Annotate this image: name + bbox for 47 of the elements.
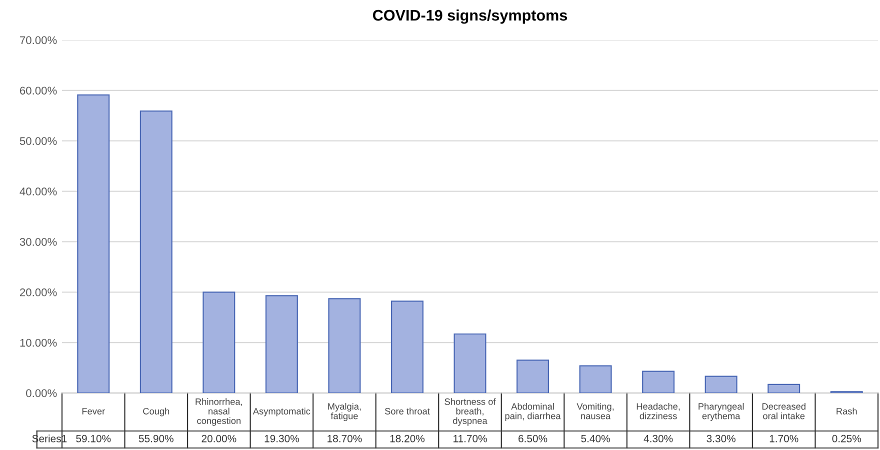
y-tick-label: 60.00% bbox=[20, 86, 57, 95]
x-tick-label: Fever bbox=[82, 408, 105, 414]
y-tick-label: 50.00% bbox=[20, 137, 57, 145]
data-label: 1.70% bbox=[770, 434, 798, 442]
y-tick-label: 0.00% bbox=[26, 389, 57, 398]
x-tick-label: Rhinorrhea, nasal congestion bbox=[196, 398, 242, 426]
data-label: 4.30% bbox=[644, 434, 673, 442]
x-tick-label: Headache, dizziness bbox=[636, 402, 680, 420]
y-tick-label: 40.00% bbox=[20, 188, 57, 196]
x-tick-label: Rash bbox=[836, 408, 857, 414]
x-tick-label: Decreased oral intake bbox=[762, 402, 806, 420]
data-label: 3.30% bbox=[706, 434, 736, 442]
bar bbox=[202, 292, 236, 393]
bar bbox=[140, 110, 172, 393]
data-label: 20.00% bbox=[202, 434, 236, 442]
y-tick-label: 70.00% bbox=[20, 36, 57, 44]
bar bbox=[265, 295, 298, 393]
data-label: 19.30% bbox=[264, 434, 299, 442]
y-tick-label: 20.00% bbox=[20, 288, 57, 296]
y-tick-label: 10.00% bbox=[20, 338, 57, 347]
data-label: 18.20% bbox=[390, 434, 425, 442]
data-label: 11.70% bbox=[454, 434, 487, 442]
bar bbox=[390, 300, 424, 393]
x-tick-label: Pharyngeal erythema bbox=[698, 402, 744, 422]
x-tick-label: Cough bbox=[143, 408, 170, 416]
bar bbox=[77, 94, 110, 393]
data-label: 59.10% bbox=[76, 434, 111, 442]
bar bbox=[579, 365, 612, 393]
y-tick-label: 30.00% bbox=[20, 238, 57, 246]
data-label: 0.25% bbox=[832, 434, 862, 442]
x-tick-label: Asymptomatic bbox=[252, 408, 310, 416]
x-tick-label: Abdominal pain, diarrhea bbox=[505, 402, 561, 422]
x-tick-label: Myalgia, fatigue bbox=[328, 402, 361, 422]
x-tick-label: Shortness of breath, dyspnea bbox=[444, 398, 496, 426]
bar bbox=[642, 370, 675, 393]
bar bbox=[454, 333, 486, 393]
data-label: 18.70% bbox=[328, 434, 362, 442]
data-label: 6.50% bbox=[518, 434, 548, 442]
bar bbox=[516, 360, 550, 393]
bar bbox=[768, 384, 800, 393]
x-tick-label: Vomiting, nausea bbox=[576, 402, 614, 420]
data-label: 55.90% bbox=[138, 434, 174, 442]
bar bbox=[328, 298, 361, 393]
chart-title: COVID-19 signs/symptoms bbox=[373, 9, 568, 24]
bar bbox=[704, 376, 738, 393]
data-label: 5.40% bbox=[581, 434, 610, 442]
x-tick-label: Sore throat bbox=[384, 408, 430, 414]
